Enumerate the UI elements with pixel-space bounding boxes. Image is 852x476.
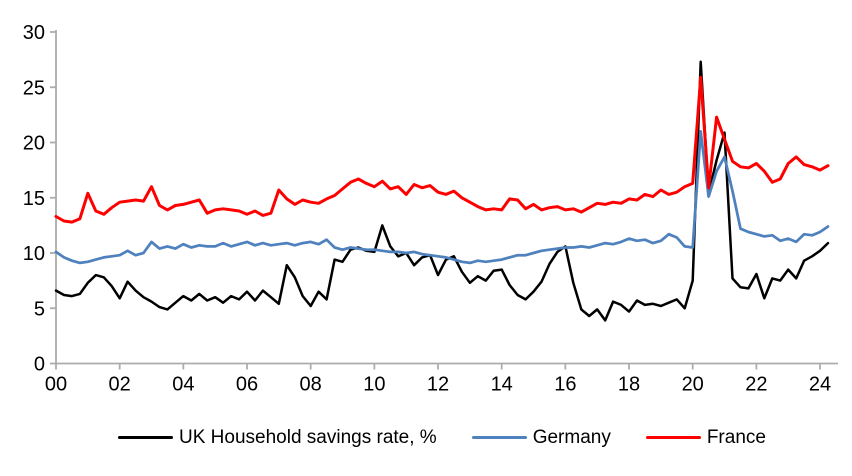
- x-tick-label-08: 08: [300, 374, 322, 396]
- y-tick-label-30: 30: [23, 22, 45, 44]
- x-tick-label-06: 06: [236, 374, 258, 396]
- legend-label-france: France: [706, 427, 766, 448]
- series-line-germany: [54, 130, 830, 265]
- chart-legend: UK Household savings rate, % Germany Fra…: [118, 428, 766, 447]
- y-tick-label-20: 20: [23, 133, 45, 155]
- x-tick-label-04: 04: [172, 374, 194, 396]
- legend-item-france: France: [645, 427, 766, 448]
- y-tick-label-10: 10: [23, 243, 45, 265]
- series-line-uk-household-savings-rate: [54, 60, 830, 322]
- x-tick-label-10: 10: [363, 374, 385, 396]
- x-tick-label-24: 24: [809, 374, 831, 396]
- y-tick-label-5: 5: [34, 298, 45, 320]
- uk-line-swatch-icon: [118, 435, 173, 440]
- x-tick-label-16: 16: [554, 374, 576, 396]
- legend-item-uk: UK Household savings rate, %: [118, 428, 437, 447]
- germany-line-swatch-icon: [471, 435, 527, 440]
- y-tick-label-15: 15: [23, 188, 45, 210]
- x-tick-label-14: 14: [491, 374, 513, 396]
- x-tick-label-18: 18: [618, 374, 640, 396]
- y-tick-label-0: 0: [34, 354, 45, 376]
- x-tick-label-20: 20: [682, 374, 704, 396]
- france-line-swatch-icon: [645, 435, 701, 440]
- x-tick-label-02: 02: [109, 374, 131, 396]
- series-line-france: [54, 75, 830, 224]
- x-tick-label-22: 22: [745, 374, 767, 396]
- x-tick-label-00: 00: [45, 374, 67, 396]
- legend-label-germany: Germany: [532, 427, 611, 448]
- y-tick-label-25: 25: [23, 77, 45, 99]
- legend-label-uk: UK Household savings rate, %: [179, 427, 437, 448]
- x-tick-label-12: 12: [427, 374, 449, 396]
- legend-item-germany: Germany: [471, 427, 611, 448]
- savings-rate-line-chart: 0 5 10 15 20 25 30 00 02 04 06 08 10 12 14 16 18 20 22 24: [23, 22, 838, 396]
